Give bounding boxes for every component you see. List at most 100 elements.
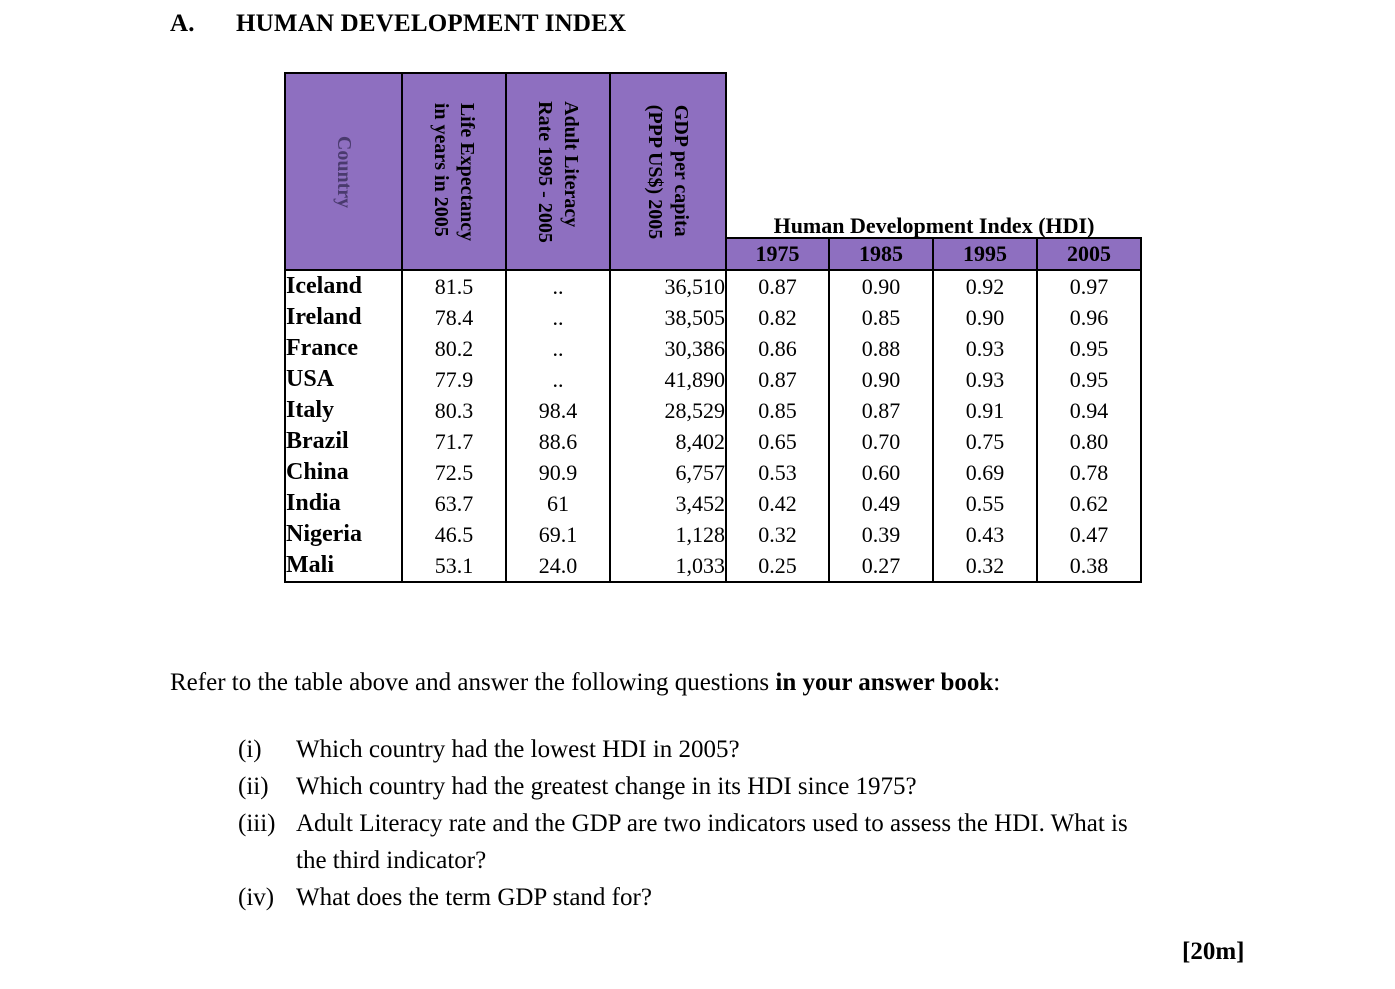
year-header: 1975 [725, 236, 830, 272]
hdi-1975-cell: 0.82 [725, 302, 830, 333]
life-expectancy-cell: 77.9 [401, 364, 507, 395]
gdp-cell: 36,510 [609, 269, 727, 302]
gdp-cell: 41,890 [609, 364, 727, 395]
table-row: Mali 53.1 24.0 1,033 0.25 0.27 0.32 0.38 [284, 550, 1142, 583]
hdi-1995-cell: 0.43 [932, 519, 1038, 550]
question-number: (iv) [238, 884, 275, 911]
gdp-cell: 8,402 [609, 426, 727, 457]
hdi-1975-cell: 0.65 [725, 426, 830, 457]
question-continuation: the third indicator? [296, 847, 487, 874]
country-cell: Nigeria [284, 519, 403, 550]
header-country-label: Country [332, 135, 355, 208]
hdi-1975-cell: 0.85 [725, 395, 830, 426]
instructions-emphasis: in your answer book [775, 669, 994, 696]
question-text: Which country had the greatest change in… [296, 773, 917, 800]
instructions-text: Refer to the table above and answer the … [170, 669, 776, 696]
question-4: (iv) What does the term GDP stand for? [238, 879, 652, 916]
hdi-2005-cell: 0.94 [1036, 395, 1142, 426]
header-gdp-line2: (PPP US$) 2005 [644, 104, 666, 239]
country-cell: India [284, 488, 403, 519]
table-row: Nigeria 46.5 69.1 1,128 0.32 0.39 0.43 0.47 [284, 519, 1142, 550]
hdi-1995-cell: 0.93 [932, 364, 1038, 395]
hdi-1975-cell: 0.25 [725, 550, 830, 583]
hdi-2005-cell: 0.95 [1036, 333, 1142, 364]
literacy-cell: .. [505, 364, 611, 395]
section-title: HUMAN DEVELOPMENT INDEX [236, 10, 627, 37]
header-country: Country [284, 72, 403, 271]
hdi-1985-cell: 0.90 [828, 269, 934, 302]
header-literacy-line2: Rate 1995 - 2005 [534, 100, 556, 243]
table-header-row: Country Life Expectancy in years in 2005… [284, 72, 1141, 271]
instructions: Refer to the table above and answer the … [170, 669, 1000, 697]
question-3: (iii) Adult Literacy rate and the GDP are… [238, 805, 1128, 879]
hdi-2005-cell: 0.80 [1036, 426, 1142, 457]
life-expectancy-cell: 63.7 [401, 488, 507, 519]
hdi-1975-cell: 0.53 [725, 457, 830, 488]
table-row: India 63.7 61 3,452 0.42 0.49 0.55 0.62 [284, 488, 1142, 519]
country-cell: Brazil [284, 426, 403, 457]
hdi-1975-cell: 0.87 [725, 269, 830, 302]
literacy-cell: 61 [505, 488, 611, 519]
year-header: 1985 [828, 236, 934, 272]
hdi-1985-cell: 0.85 [828, 302, 934, 333]
question-text: Which country had the lowest HDI in 2005… [296, 736, 740, 763]
life-expectancy-cell: 53.1 [401, 550, 507, 583]
instructions-end: : [993, 669, 1001, 696]
literacy-cell: .. [505, 269, 611, 302]
life-expectancy-cell: 80.3 [401, 395, 507, 426]
country-cell: France [284, 333, 403, 364]
literacy-cell: 88.6 [505, 426, 611, 457]
hdi-2005-cell: 0.95 [1036, 364, 1142, 395]
table-row: France 80.2.. 30,386 0.86 0.88 0.93 0.95 [284, 333, 1142, 364]
hdi-1995-cell: 0.32 [932, 550, 1038, 583]
life-expectancy-cell: 72.5 [401, 457, 507, 488]
hdi-1995-cell: 0.69 [932, 457, 1038, 488]
gdp-cell: 30,386 [609, 333, 727, 364]
gdp-cell: 3,452 [609, 488, 727, 519]
country-cell: Ireland [284, 302, 403, 333]
table-row: USA 77.9.. 41,890 0.87 0.90 0.93 0.95 [284, 364, 1142, 395]
gdp-cell: 6,757 [609, 457, 727, 488]
hdi-1995-cell: 0.91 [932, 395, 1038, 426]
hdi-2005-cell: 0.96 [1036, 302, 1142, 333]
hdi-1985-cell: 0.87 [828, 395, 934, 426]
hdi-group-title: Human Development Index (HDI) [773, 212, 1095, 238]
hdi-1975-cell: 0.87 [725, 364, 830, 395]
country-cell: Iceland [284, 269, 403, 302]
header-gdp-line1: GDP per capita [670, 104, 692, 237]
gdp-cell: 1,033 [609, 550, 727, 583]
hdi-2005-cell: 0.47 [1036, 519, 1142, 550]
hdi-1995-cell: 0.75 [932, 426, 1038, 457]
hdi-1985-cell: 0.70 [828, 426, 934, 457]
literacy-cell: 24.0 [505, 550, 611, 583]
hdi-1995-cell: 0.92 [932, 269, 1038, 302]
table-row: Brazil 71.7 88.6 8,402 0.65 0.70 0.75 0.80 [284, 426, 1142, 457]
table-row: Italy 80.3 98.4 28,529 0.85 0.87 0.91 0.94 [284, 395, 1142, 426]
life-expectancy-cell: 80.2 [401, 333, 507, 364]
gdp-cell: 1,128 [609, 519, 727, 550]
table-body: Iceland 81.5.. 36,510 0.87 0.90 0.92 0.97 Irela… [284, 269, 1142, 583]
hdi-1995-cell: 0.93 [932, 333, 1038, 364]
year-header: 1995 [932, 236, 1038, 272]
literacy-cell: 90.9 [505, 457, 611, 488]
question-number: (iii) [238, 810, 276, 837]
hdi-2005-cell: 0.38 [1036, 550, 1142, 583]
hdi-1985-cell: 0.27 [828, 550, 934, 583]
header-literacy-line1: Adult Literacy [560, 100, 582, 227]
country-cell: USA [284, 364, 403, 395]
literacy-cell: .. [505, 302, 611, 333]
hdi-group-header: Human Development Index (HDI) [726, 73, 1141, 238]
life-expectancy-cell: 71.7 [401, 426, 507, 457]
hdi-1975-cell: 0.32 [725, 519, 830, 550]
gdp-cell: 38,505 [609, 302, 727, 333]
question-2: (ii) Which country had the greatest chang… [238, 768, 917, 805]
hdi-1995-cell: 0.90 [932, 302, 1038, 333]
year-header-row: 1975 1985 1995 2005 [285, 236, 1142, 272]
section-letter: A. [170, 10, 195, 37]
literacy-cell: 69.1 [505, 519, 611, 550]
year-header: 2005 [1036, 236, 1142, 272]
life-expectancy-cell: 46.5 [401, 519, 507, 550]
literacy-cell: .. [505, 333, 611, 364]
table-row: Iceland 81.5.. 36,510 0.87 0.90 0.92 0.97 [284, 269, 1142, 302]
hdi-2005-cell: 0.62 [1036, 488, 1142, 519]
